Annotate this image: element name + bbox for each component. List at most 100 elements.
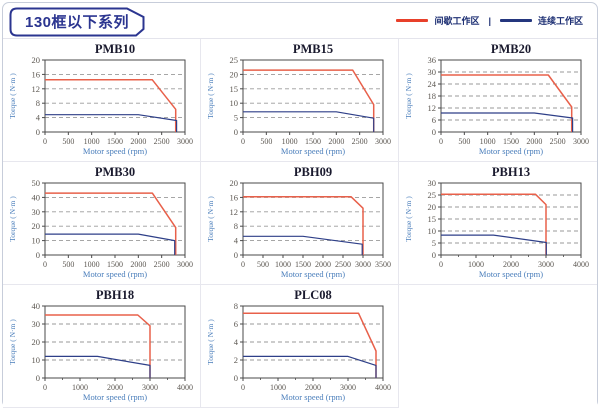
- svg-text:2500: 2500: [550, 137, 566, 146]
- svg-text:20: 20: [31, 221, 40, 231]
- svg-text:2500: 2500: [153, 260, 169, 269]
- chart-cell-PBH09: 0 4 8 12 16 20 0 500 1000 1500 2000 2500 3000 3500 PBH…: [201, 162, 399, 285]
- svg-text:0: 0: [241, 137, 245, 146]
- series-line-intermittent: [44, 78, 176, 132]
- svg-text:500: 500: [62, 260, 74, 269]
- chart-cell-PLC08: 0 2 4 6 8 0 1000 2000 3000 4000 PLC08 Motor speed (…: [201, 285, 399, 408]
- svg-text:1000: 1000: [468, 260, 484, 269]
- svg-text:0: 0: [432, 127, 436, 137]
- x-axis-label: Motor speed (rpm): [82, 392, 146, 402]
- svg-text:3000: 3000: [177, 260, 193, 269]
- svg-text:6: 6: [233, 319, 237, 329]
- svg-text:500: 500: [62, 137, 74, 146]
- y-axis-label: Torque ( N·m ): [404, 72, 413, 118]
- svg-text:500: 500: [458, 137, 470, 146]
- chart-title: PBH09: [293, 165, 331, 179]
- series-title-box: 130框以下系列: [9, 7, 145, 37]
- svg-text:10: 10: [229, 98, 238, 108]
- svg-text:1500: 1500: [295, 260, 311, 269]
- continuous-line-swatch: [499, 19, 532, 22]
- svg-text:20: 20: [31, 55, 40, 65]
- svg-text:3000: 3000: [573, 137, 589, 146]
- x-axis-label: Motor speed (rpm): [280, 269, 344, 279]
- chart-PMB15: 0 5 10 15 20 25 0 500 1000 1500 2000 2500 3000 PMB15 M…: [206, 42, 391, 156]
- svg-text:20: 20: [31, 337, 40, 347]
- x-axis-label: Motor speed (rpm): [280, 392, 344, 402]
- svg-text:8: 8: [233, 301, 237, 311]
- series-line-intermittent: [441, 73, 573, 132]
- y-axis-label: Torque ( N·m ): [206, 72, 215, 118]
- chart-cell-PMB20: 0 6 12 18 24 30 36 0 500 1000 1500 2000 2500 3000 PMB2…: [399, 39, 597, 162]
- svg-text:6: 6: [432, 115, 436, 125]
- series-line-intermittent: [242, 311, 377, 378]
- svg-text:1500: 1500: [107, 137, 123, 146]
- intermittent-line-swatch: [396, 19, 429, 22]
- page-panel: 130框以下系列 间歇工作区 | 连续工作区 0 4 8 12 16 20 0 500 1000…: [2, 2, 598, 408]
- charts-grid: 0 4 8 12 16 20 0 500 1000 1500 2000 2500 3000 PMB10 Mo…: [3, 39, 597, 408]
- svg-text:30: 30: [428, 178, 437, 188]
- svg-text:500: 500: [257, 260, 269, 269]
- svg-text:15: 15: [229, 83, 238, 93]
- svg-text:20: 20: [229, 69, 238, 79]
- legend-separator: |: [488, 15, 491, 26]
- svg-text:30: 30: [428, 67, 437, 77]
- legend-item-intermittent: 间歇工作区: [396, 14, 479, 27]
- svg-text:0: 0: [241, 383, 245, 392]
- svg-text:0: 0: [233, 250, 237, 260]
- series-line-continuous: [441, 233, 547, 255]
- svg-text:0: 0: [439, 137, 443, 146]
- chart-title: PLC08: [294, 288, 332, 302]
- series-line-continuous: [242, 110, 374, 132]
- x-axis-label: Motor speed (rpm): [479, 146, 543, 156]
- chart-cell-PBH18: 0 10 20 30 40 0 1000 2000 3000 4000 PBH18 Motor spe…: [3, 285, 201, 408]
- chart-PMB10: 0 4 8 12 16 20 0 500 1000 1500 2000 2500 3000 PMB10 Mo…: [8, 42, 193, 156]
- svg-text:16: 16: [229, 192, 238, 202]
- x-axis-label: Motor speed (rpm): [479, 269, 543, 279]
- svg-text:1000: 1000: [480, 137, 496, 146]
- svg-text:2000: 2000: [315, 260, 331, 269]
- svg-text:2500: 2500: [153, 137, 169, 146]
- x-axis-label: Motor speed (rpm): [82, 269, 146, 279]
- svg-text:10: 10: [428, 226, 437, 236]
- svg-text:40: 40: [31, 301, 40, 311]
- svg-text:0: 0: [35, 373, 39, 383]
- svg-text:1000: 1000: [72, 383, 88, 392]
- svg-text:18: 18: [428, 91, 437, 101]
- svg-text:0: 0: [43, 260, 47, 269]
- svg-text:1000: 1000: [83, 137, 99, 146]
- svg-text:3000: 3000: [375, 137, 391, 146]
- svg-text:50: 50: [31, 178, 40, 188]
- svg-text:2000: 2000: [328, 137, 344, 146]
- svg-text:2000: 2000: [526, 137, 542, 146]
- svg-text:25: 25: [229, 55, 238, 65]
- svg-text:3000: 3000: [355, 260, 371, 269]
- chart-PBH13: 0 5 10 15 20 25 30 0 1000 2000 3000 4000 PBH13 Motor …: [404, 165, 589, 279]
- chart-cell-PMB10: 0 4 8 12 16 20 0 500 1000 1500 2000 2500 3000 PMB10 Mo…: [3, 39, 201, 162]
- series-line-intermittent: [242, 195, 364, 255]
- series-line-intermittent: [44, 313, 151, 378]
- chart-cell-PMB15: 0 5 10 15 20 25 0 500 1000 1500 2000 2500 3000 PMB15 M…: [201, 39, 399, 162]
- svg-text:5: 5: [233, 112, 237, 122]
- svg-text:3000: 3000: [538, 260, 554, 269]
- svg-text:2500: 2500: [335, 260, 351, 269]
- svg-text:4000: 4000: [177, 383, 193, 392]
- series-line-continuous: [44, 113, 177, 132]
- series-line-continuous: [44, 355, 151, 378]
- svg-text:0: 0: [233, 127, 237, 137]
- svg-text:8: 8: [35, 98, 39, 108]
- empty-cell: [399, 285, 597, 408]
- svg-text:30: 30: [31, 206, 40, 216]
- svg-text:12: 12: [31, 83, 40, 93]
- series-line-continuous: [242, 355, 377, 378]
- y-axis-label: Torque ( N·m ): [404, 195, 413, 241]
- chart-title: PBH13: [492, 165, 530, 179]
- svg-text:500: 500: [260, 137, 272, 146]
- svg-text:1000: 1000: [270, 383, 286, 392]
- svg-text:20: 20: [229, 178, 238, 188]
- svg-text:8: 8: [233, 221, 237, 231]
- svg-text:36: 36: [428, 55, 437, 65]
- chart-PBH09: 0 4 8 12 16 20 0 500 1000 1500 2000 2500 3000 3500 PBH…: [206, 165, 391, 279]
- y-axis-label: Torque ( N·m ): [8, 318, 17, 364]
- legend-label-continuous: 连续工作区: [537, 16, 583, 26]
